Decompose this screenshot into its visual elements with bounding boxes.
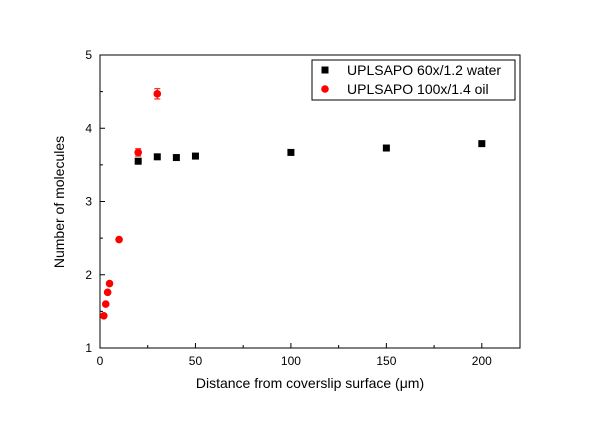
x-axis: 0 50 100 150 200 bbox=[97, 343, 492, 368]
x-tick-label: 150 bbox=[376, 354, 396, 368]
series-1 bbox=[134, 140, 486, 165]
y-axis: 1 2 3 4 5 bbox=[85, 48, 105, 355]
data-point-square bbox=[153, 153, 161, 161]
y-tick-label: 4 bbox=[85, 121, 92, 135]
legend-box bbox=[311, 59, 516, 101]
data-point-circle bbox=[105, 279, 114, 288]
data-point-circle bbox=[100, 311, 108, 320]
x-tick-label: 200 bbox=[472, 354, 492, 368]
x-tick-label: 100 bbox=[281, 354, 301, 368]
legend-marker-water bbox=[321, 66, 329, 74]
legend-marker-oil bbox=[321, 85, 329, 93]
data-point-circle bbox=[101, 300, 110, 308]
data-point-square bbox=[287, 148, 295, 156]
data-point-circle bbox=[115, 235, 123, 244]
data-point-circle bbox=[153, 90, 162, 98]
data-point-circle bbox=[134, 148, 142, 157]
x-axis-title: Distance from coverslip surface (μm) bbox=[196, 375, 424, 391]
x-tick-label: 0 bbox=[97, 354, 104, 368]
legend: UPLSAPO 60x/1.2 water UPLSAPO 100x/1.4 o… bbox=[311, 59, 516, 101]
data-point-square bbox=[134, 157, 142, 165]
legend-label-water: UPLSAPO 60x/1.2 water bbox=[347, 62, 501, 78]
data-point-square bbox=[478, 140, 486, 148]
y-tick-label: 5 bbox=[85, 48, 92, 62]
data-point-square bbox=[172, 154, 180, 162]
y-axis-title: Number of molecules bbox=[51, 136, 67, 268]
data-layer bbox=[100, 88, 486, 320]
x-tick-label: 50 bbox=[189, 354, 203, 368]
series-2 bbox=[100, 88, 162, 320]
y-tick-label: 3 bbox=[85, 195, 92, 209]
data-point-circle bbox=[103, 288, 112, 297]
legend-label-oil: UPLSAPO 100x/1.4 oil bbox=[347, 81, 489, 97]
data-point-square bbox=[382, 144, 390, 152]
y-tick-label: 1 bbox=[85, 341, 92, 355]
data-point-square bbox=[191, 152, 199, 160]
y-tick-label: 2 bbox=[85, 268, 92, 282]
